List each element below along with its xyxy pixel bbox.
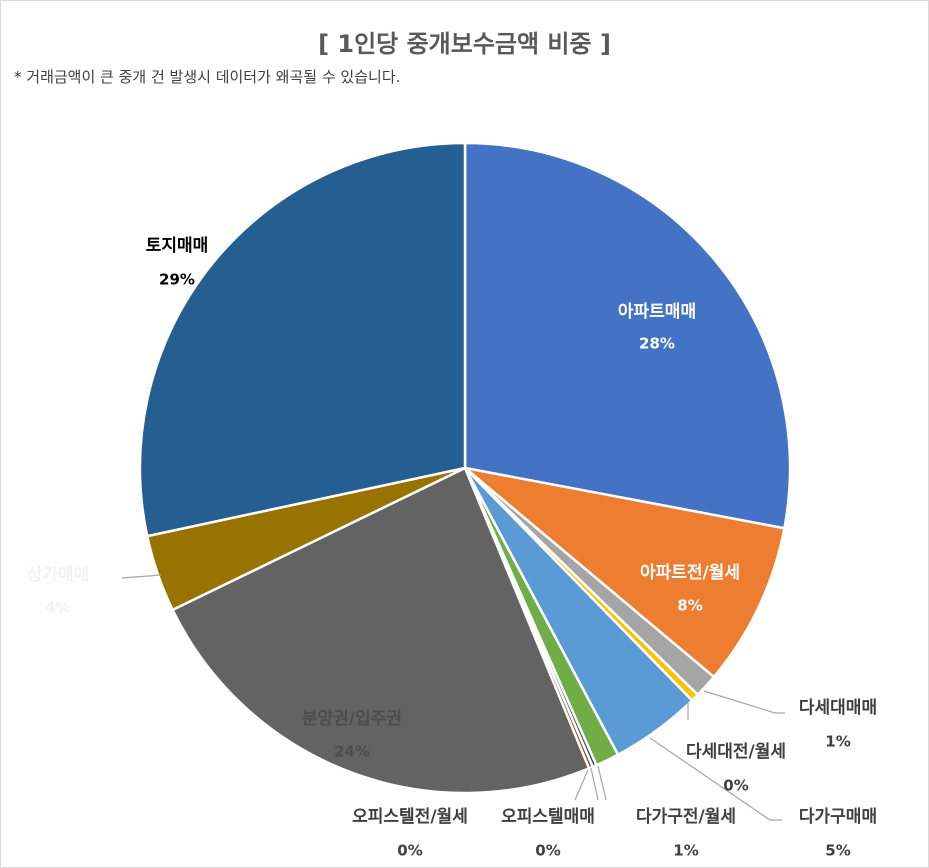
chart-note: * 거래금액이 큰 중개 건 발생시 데이터가 왜곡될 수 있습니다. — [14, 68, 401, 86]
leader-line — [121, 574, 162, 579]
pie-slice — [463, 141, 792, 530]
slice-label: 오피스텔매매 — [501, 807, 595, 827]
slice-label: 다가구매매 — [799, 807, 877, 827]
slice-percent-label: 1% — [673, 842, 698, 860]
slice-label: 다세대매매 — [799, 698, 877, 718]
pie-slice — [460, 465, 786, 679]
slice-percent-label: 29% — [159, 271, 195, 289]
slice-label: 오피스텔전/월세 — [352, 807, 468, 827]
slice-percent-label: 0% — [535, 842, 560, 860]
chart-title: [ 1인당 중개보수금액 비중 ] — [318, 30, 611, 58]
slice-percent-label: 28% — [639, 335, 675, 353]
slice-percent-label: 4% — [45, 599, 70, 617]
slice-label: 다가구전/월세 — [636, 807, 736, 827]
slice-label: 아파트전/월세 — [640, 563, 740, 583]
slice-percent-label: 24% — [334, 743, 370, 761]
leader-line — [703, 690, 785, 714]
slice-label: 다세대전/월세 — [686, 742, 786, 762]
slice-percent-label: 8% — [677, 597, 702, 615]
slice-label: 상가매매 — [27, 565, 90, 585]
slice-percent-label: 1% — [825, 733, 850, 751]
slice-percent-label: 0% — [397, 842, 422, 860]
leader-line — [590, 767, 599, 801]
slice-label: 토지매매 — [146, 236, 209, 256]
slice-label: 아파트매매 — [618, 302, 696, 322]
leader-line — [574, 769, 589, 801]
pie-slice — [138, 141, 467, 538]
slice-percent-label: 5% — [825, 842, 850, 860]
leader-line — [649, 737, 782, 821]
pie-slices — [138, 141, 792, 795]
slice-labels: 아파트매매 28% 아파트전/월세 8% 다세대매매 1% 다세대전/월세 0% 다가구매매 5%… — [27, 236, 877, 860]
slice-label: 분양권/입주권 — [302, 709, 402, 729]
slice-percent-label: 0% — [723, 777, 748, 795]
leader-lines — [121, 574, 785, 821]
leader-line — [597, 765, 607, 801]
pie-slice — [170, 466, 591, 795]
